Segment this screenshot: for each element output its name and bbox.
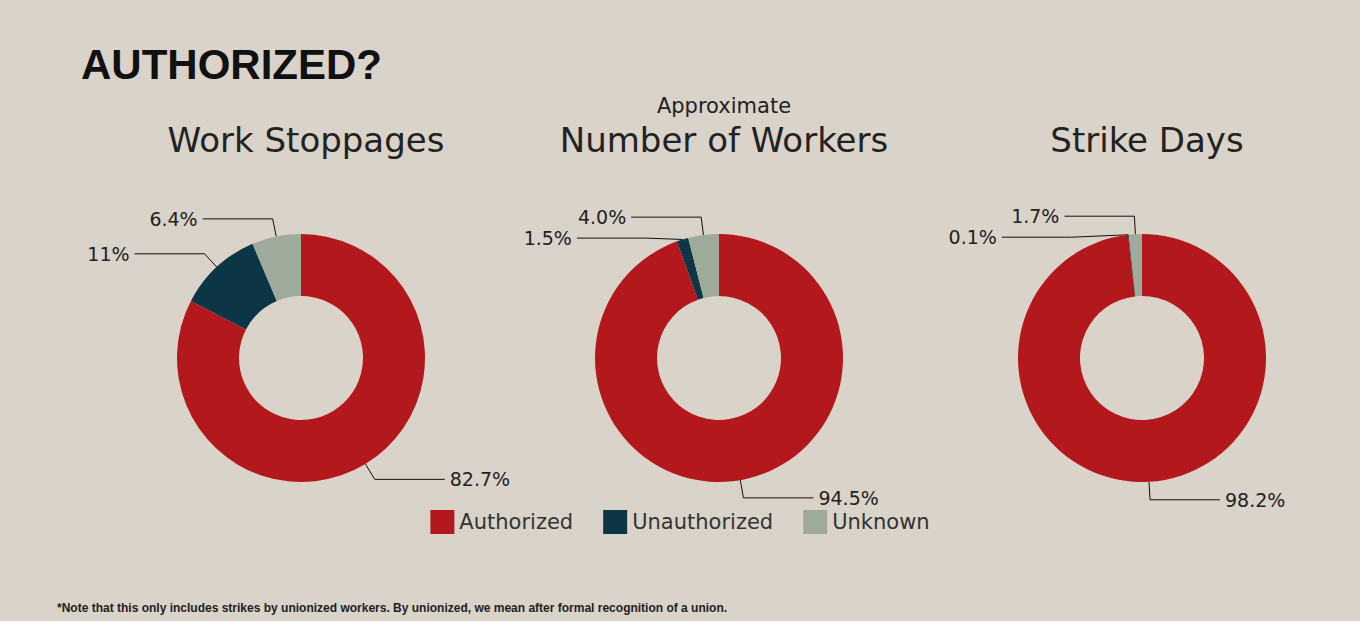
svg-text:11%: 11% — [87, 243, 129, 265]
svg-text:1.5%: 1.5% — [524, 227, 572, 249]
svg-text:1.7%: 1.7% — [1011, 205, 1059, 227]
svg-text:Strike Days: Strike Days — [1050, 120, 1243, 160]
svg-text:Approximate: Approximate — [657, 94, 791, 118]
svg-text:82.7%: 82.7% — [450, 468, 510, 490]
svg-text:Authorized: Authorized — [459, 510, 573, 534]
svg-text:0.1%: 0.1% — [949, 226, 997, 248]
svg-text:Number of Workers: Number of Workers — [560, 120, 888, 160]
svg-text:AUTHORIZED?: AUTHORIZED? — [81, 41, 382, 88]
svg-text:Work Stoppages: Work Stoppages — [168, 120, 445, 160]
svg-text:98.2%: 98.2% — [1225, 489, 1285, 511]
svg-text:4.0%: 4.0% — [578, 206, 626, 228]
svg-text:*Note that this only includes: *Note that this only includes strikes by… — [57, 601, 727, 615]
svg-text:Unauthorized: Unauthorized — [632, 510, 773, 534]
svg-text:94.5%: 94.5% — [818, 487, 878, 509]
svg-text:Unknown: Unknown — [832, 510, 929, 534]
svg-text:6.4%: 6.4% — [149, 208, 197, 230]
